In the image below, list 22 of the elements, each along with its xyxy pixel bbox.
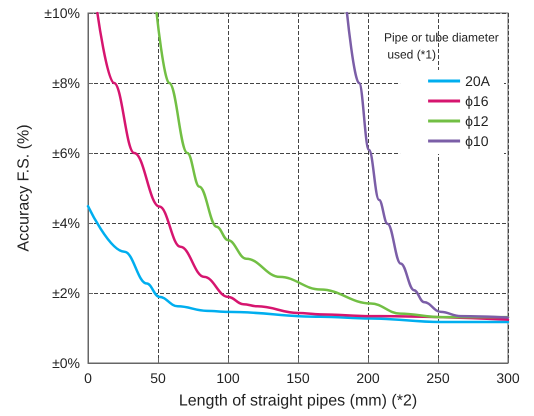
y-tick-label: ±0% xyxy=(52,355,80,371)
x-tick-label: 250 xyxy=(426,370,450,386)
y-tick-label: ±6% xyxy=(52,145,80,161)
y-tick-label: ±2% xyxy=(52,285,80,301)
y-tick-label: ±4% xyxy=(52,215,80,231)
y-tick-label: ±10% xyxy=(44,5,80,21)
legend-label: 20A xyxy=(465,73,491,89)
x-tick-label: 100 xyxy=(216,370,240,386)
y-tick-label: ±8% xyxy=(52,75,80,91)
y-axis-title: Accuracy F.S. (%) xyxy=(16,124,32,252)
x-tick-label: 0 xyxy=(84,370,92,386)
x-tick-label: 200 xyxy=(356,370,380,386)
legend-title: Pipe or tube diameter used (*1) xyxy=(384,30,499,62)
line-series xyxy=(86,204,510,324)
x-tick-label: 150 xyxy=(286,370,310,386)
x-tick-label: 50 xyxy=(150,370,166,386)
legend-label: ϕ12 xyxy=(465,113,489,129)
x-tick-label: 300 xyxy=(496,370,520,386)
x-axis-title: Length of straight pipes (mm) (*2) xyxy=(178,392,418,410)
legend-label: ϕ16 xyxy=(465,93,489,109)
legend-label: ϕ10 xyxy=(465,133,489,149)
line-series xyxy=(346,12,510,319)
